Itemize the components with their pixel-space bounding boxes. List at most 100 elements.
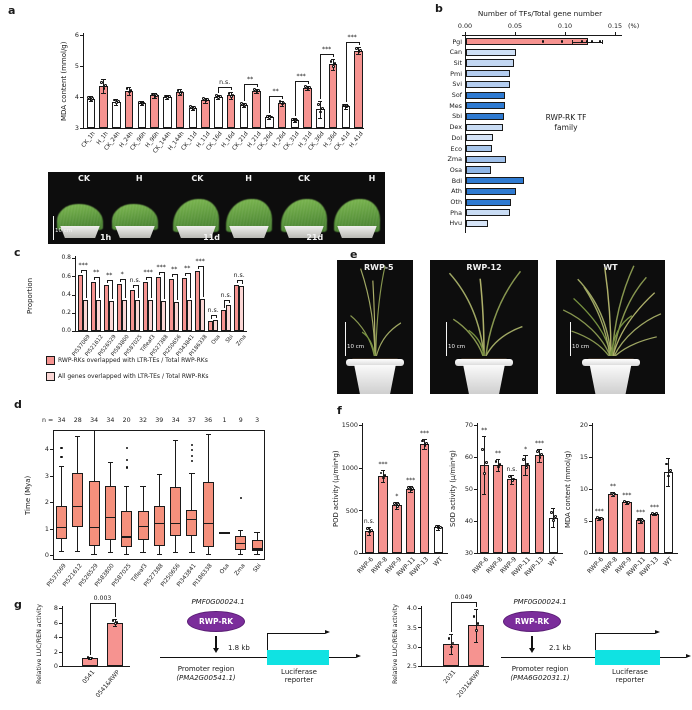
whisker-cap bbox=[107, 462, 114, 464]
bar bbox=[608, 494, 618, 553]
y-tick bbox=[359, 510, 362, 512]
y-tick bbox=[59, 651, 62, 653]
legend-label: All genes overlapped with LTR-TEs / Tota… bbox=[58, 373, 209, 380]
bar bbox=[466, 80, 510, 88]
whisker-cap bbox=[189, 472, 195, 474]
sig-label: *** bbox=[594, 507, 604, 515]
y-tick bbox=[359, 467, 362, 469]
whisker-cap bbox=[238, 529, 244, 531]
y-tick bbox=[59, 622, 62, 624]
data-point bbox=[379, 471, 383, 475]
promoter-region-label: Promoter region bbox=[177, 665, 235, 673]
y-axis bbox=[465, 35, 466, 233]
bar bbox=[466, 59, 514, 67]
y-tick-label: 500 bbox=[345, 506, 358, 515]
error-bar bbox=[103, 79, 104, 93]
bar bbox=[466, 198, 511, 206]
sig-label: *** bbox=[156, 264, 166, 272]
data-point bbox=[447, 636, 451, 640]
error-cap bbox=[523, 455, 528, 457]
data-point bbox=[369, 528, 373, 532]
error-cap bbox=[190, 105, 195, 107]
species-label: Dex bbox=[449, 123, 462, 132]
bar bbox=[466, 155, 506, 163]
outlier-point bbox=[190, 449, 193, 452]
data-point bbox=[524, 466, 528, 470]
error-bar bbox=[483, 436, 485, 494]
sig-label: n.s. bbox=[363, 517, 375, 525]
data-point bbox=[206, 98, 209, 102]
data-point bbox=[189, 105, 193, 109]
y-tick-label: 0.6 bbox=[61, 272, 71, 280]
error-cap bbox=[216, 94, 221, 96]
error-cap bbox=[473, 609, 479, 611]
bar bbox=[252, 90, 261, 128]
plant-rwp12 bbox=[436, 264, 532, 360]
species-label: Mes bbox=[449, 101, 462, 110]
sig-bracket bbox=[80, 270, 82, 274]
sig-label: n.s. bbox=[207, 307, 219, 315]
data-point bbox=[383, 474, 387, 477]
error-cap bbox=[343, 108, 348, 110]
bar bbox=[137, 103, 146, 128]
bar bbox=[466, 38, 588, 46]
panel-g-right-y-label: Relative LUC/REN activity bbox=[392, 604, 399, 684]
error-cap bbox=[152, 97, 157, 99]
data-point bbox=[179, 91, 182, 95]
sig-bracket bbox=[223, 299, 229, 301]
data-point bbox=[257, 89, 260, 92]
data-point bbox=[382, 476, 386, 480]
y-tick-label: 10 bbox=[579, 485, 588, 494]
gene-name: PMF0G00024.1 bbox=[513, 598, 567, 606]
y-tick-label: 6 bbox=[53, 618, 58, 627]
data-point bbox=[227, 92, 231, 95]
data-point bbox=[598, 40, 602, 43]
bar bbox=[354, 50, 363, 128]
y-tick bbox=[359, 425, 362, 426]
panel-c-legend-item-1: RWP-RKs overlapped with LTR-TEs / Total … bbox=[46, 356, 208, 365]
data-point bbox=[472, 615, 476, 618]
sig-bracket bbox=[197, 265, 199, 269]
error-cap bbox=[279, 100, 285, 102]
y-tick bbox=[59, 637, 62, 638]
bar bbox=[277, 103, 287, 128]
data-point bbox=[163, 94, 167, 98]
legend-swatch-lightpink bbox=[46, 372, 55, 381]
bar bbox=[143, 281, 149, 331]
tray bbox=[229, 226, 269, 238]
bar bbox=[433, 527, 443, 553]
whisker-cap bbox=[75, 435, 81, 437]
photo-treatment-21d: CK H 21d bbox=[277, 172, 385, 244]
bar bbox=[83, 299, 89, 331]
sig-label: *** bbox=[195, 257, 205, 265]
y-axis bbox=[592, 423, 593, 553]
whisker-cap bbox=[172, 552, 179, 554]
whisker-cap bbox=[140, 552, 146, 554]
sig-label: *** bbox=[534, 440, 544, 447]
y-tick bbox=[59, 666, 62, 667]
median-line bbox=[186, 519, 198, 521]
box bbox=[56, 505, 67, 540]
photo-time-label: 1h bbox=[99, 233, 112, 242]
sig-bracket bbox=[115, 603, 116, 617]
bar bbox=[466, 48, 516, 56]
data-point bbox=[423, 443, 427, 447]
error-cap bbox=[203, 97, 208, 99]
sig-label: * bbox=[395, 492, 399, 500]
data-point bbox=[668, 468, 672, 472]
y-tick-label: 2 bbox=[53, 647, 58, 656]
error-cap bbox=[318, 118, 323, 120]
panel-label-d: d bbox=[14, 398, 22, 411]
data-point bbox=[319, 110, 323, 114]
error-cap bbox=[624, 503, 630, 505]
luciferase-diagram-1: PMF0G00024.1 RWP-RK 1.8 kb Promoter regi… bbox=[152, 598, 372, 710]
panel-label-f: f bbox=[337, 404, 342, 417]
promoter-line bbox=[501, 657, 595, 658]
outlier-point bbox=[60, 455, 63, 459]
y-tick-label: 4.0 bbox=[406, 604, 417, 613]
whisker-cap bbox=[140, 486, 146, 488]
whisker-cap bbox=[238, 553, 244, 555]
species-label: Bdi bbox=[451, 176, 462, 185]
sig-label: * bbox=[120, 270, 124, 278]
whisker-cap bbox=[58, 466, 65, 468]
